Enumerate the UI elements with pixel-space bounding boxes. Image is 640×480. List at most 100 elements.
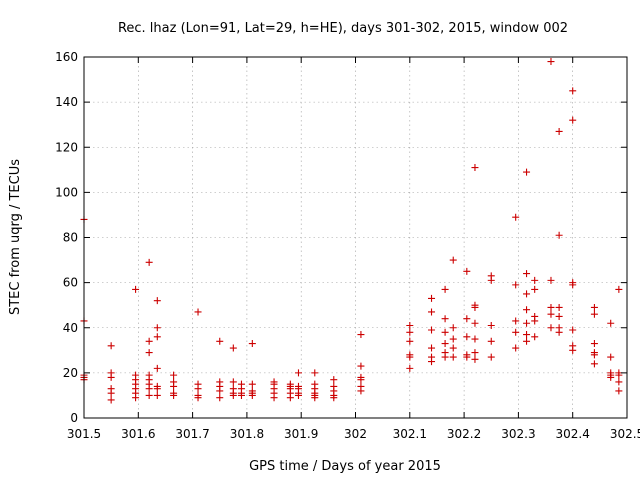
data-point bbox=[590, 351, 598, 359]
data-point bbox=[523, 337, 531, 345]
y-tick-label: 20 bbox=[63, 366, 78, 380]
x-tick-label: 301.8 bbox=[230, 427, 264, 441]
data-point bbox=[237, 391, 245, 399]
y-tick-label: 140 bbox=[55, 95, 78, 109]
data-point bbox=[449, 324, 457, 332]
data-point bbox=[523, 306, 531, 314]
data-point bbox=[229, 344, 237, 352]
data-point bbox=[463, 267, 471, 275]
data-point bbox=[449, 344, 457, 352]
data-point bbox=[406, 364, 414, 372]
data-point bbox=[471, 335, 479, 343]
y-axis-label: STEC from uqrg / TECUs bbox=[8, 159, 23, 315]
data-point bbox=[471, 319, 479, 327]
data-point bbox=[441, 315, 449, 323]
data-point bbox=[294, 369, 302, 377]
x-tick-label: 301.7 bbox=[175, 427, 209, 441]
data-point bbox=[153, 385, 161, 393]
data-point bbox=[547, 310, 555, 318]
x-tick-label: 301.5 bbox=[67, 427, 101, 441]
data-point bbox=[523, 290, 531, 298]
data-point bbox=[145, 258, 153, 266]
data-point bbox=[357, 331, 365, 339]
data-point bbox=[547, 58, 555, 66]
data-point bbox=[555, 231, 563, 239]
data-point bbox=[107, 389, 115, 397]
data-point bbox=[615, 378, 623, 386]
data-point bbox=[523, 331, 531, 339]
data-point bbox=[463, 353, 471, 361]
data-point bbox=[555, 312, 563, 320]
data-point bbox=[531, 317, 539, 325]
data-point bbox=[153, 324, 161, 332]
y-tick-label: 80 bbox=[63, 231, 78, 245]
data-point bbox=[428, 308, 436, 316]
data-point bbox=[406, 337, 414, 345]
x-axis-label: GPS time / Days of year 2015 bbox=[249, 459, 441, 474]
data-point bbox=[330, 394, 338, 402]
data-point bbox=[229, 378, 237, 386]
data-point bbox=[555, 127, 563, 135]
data-point bbox=[523, 319, 531, 327]
data-point bbox=[512, 344, 520, 352]
data-point bbox=[449, 335, 457, 343]
data-points bbox=[80, 58, 623, 404]
data-point bbox=[194, 385, 202, 393]
data-point bbox=[555, 328, 563, 336]
data-point bbox=[216, 337, 224, 345]
data-point bbox=[357, 376, 365, 384]
data-point bbox=[194, 308, 202, 316]
data-point bbox=[132, 394, 140, 402]
data-point bbox=[311, 394, 319, 402]
data-point bbox=[428, 294, 436, 302]
data-point bbox=[607, 353, 615, 361]
data-point bbox=[471, 349, 479, 357]
data-point bbox=[607, 373, 615, 381]
data-point bbox=[248, 380, 256, 388]
data-point bbox=[428, 326, 436, 334]
data-point bbox=[463, 315, 471, 323]
data-point bbox=[357, 362, 365, 370]
data-point bbox=[590, 360, 598, 368]
data-point bbox=[153, 297, 161, 305]
x-tick-label: 301.9 bbox=[284, 427, 318, 441]
data-point bbox=[107, 373, 115, 381]
data-point bbox=[531, 333, 539, 341]
data-point bbox=[471, 355, 479, 363]
x-tick-label: 302.3 bbox=[501, 427, 535, 441]
data-point bbox=[487, 353, 495, 361]
data-point bbox=[487, 276, 495, 284]
data-point bbox=[153, 333, 161, 341]
x-tick-label: 302.1 bbox=[393, 427, 427, 441]
data-point bbox=[607, 319, 615, 327]
data-point bbox=[569, 281, 577, 289]
data-point bbox=[406, 353, 414, 361]
data-point bbox=[153, 391, 161, 399]
data-point bbox=[569, 87, 577, 95]
data-point bbox=[357, 387, 365, 395]
data-point bbox=[216, 394, 224, 402]
data-point bbox=[547, 303, 555, 311]
data-point bbox=[471, 303, 479, 311]
data-point bbox=[590, 310, 598, 318]
data-point bbox=[441, 353, 449, 361]
plot-frame bbox=[83, 56, 628, 419]
y-tick-label: 100 bbox=[55, 185, 78, 199]
y-tick-label: 120 bbox=[55, 140, 78, 154]
data-point bbox=[523, 168, 531, 176]
data-point bbox=[194, 394, 202, 402]
data-point bbox=[512, 213, 520, 221]
grid-lines bbox=[84, 57, 627, 418]
y-tick-label: 60 bbox=[63, 276, 78, 290]
data-point bbox=[555, 303, 563, 311]
data-point bbox=[145, 349, 153, 357]
data-point bbox=[311, 369, 319, 377]
data-point bbox=[294, 391, 302, 399]
data-point bbox=[216, 387, 224, 395]
data-point bbox=[145, 385, 153, 393]
data-point bbox=[107, 342, 115, 350]
data-point bbox=[441, 285, 449, 293]
chart-title: Rec. lhaz (Lon=91, Lat=29, h=HE), days 3… bbox=[118, 21, 568, 36]
y-tick-label: 160 bbox=[55, 50, 78, 64]
data-point bbox=[523, 270, 531, 278]
